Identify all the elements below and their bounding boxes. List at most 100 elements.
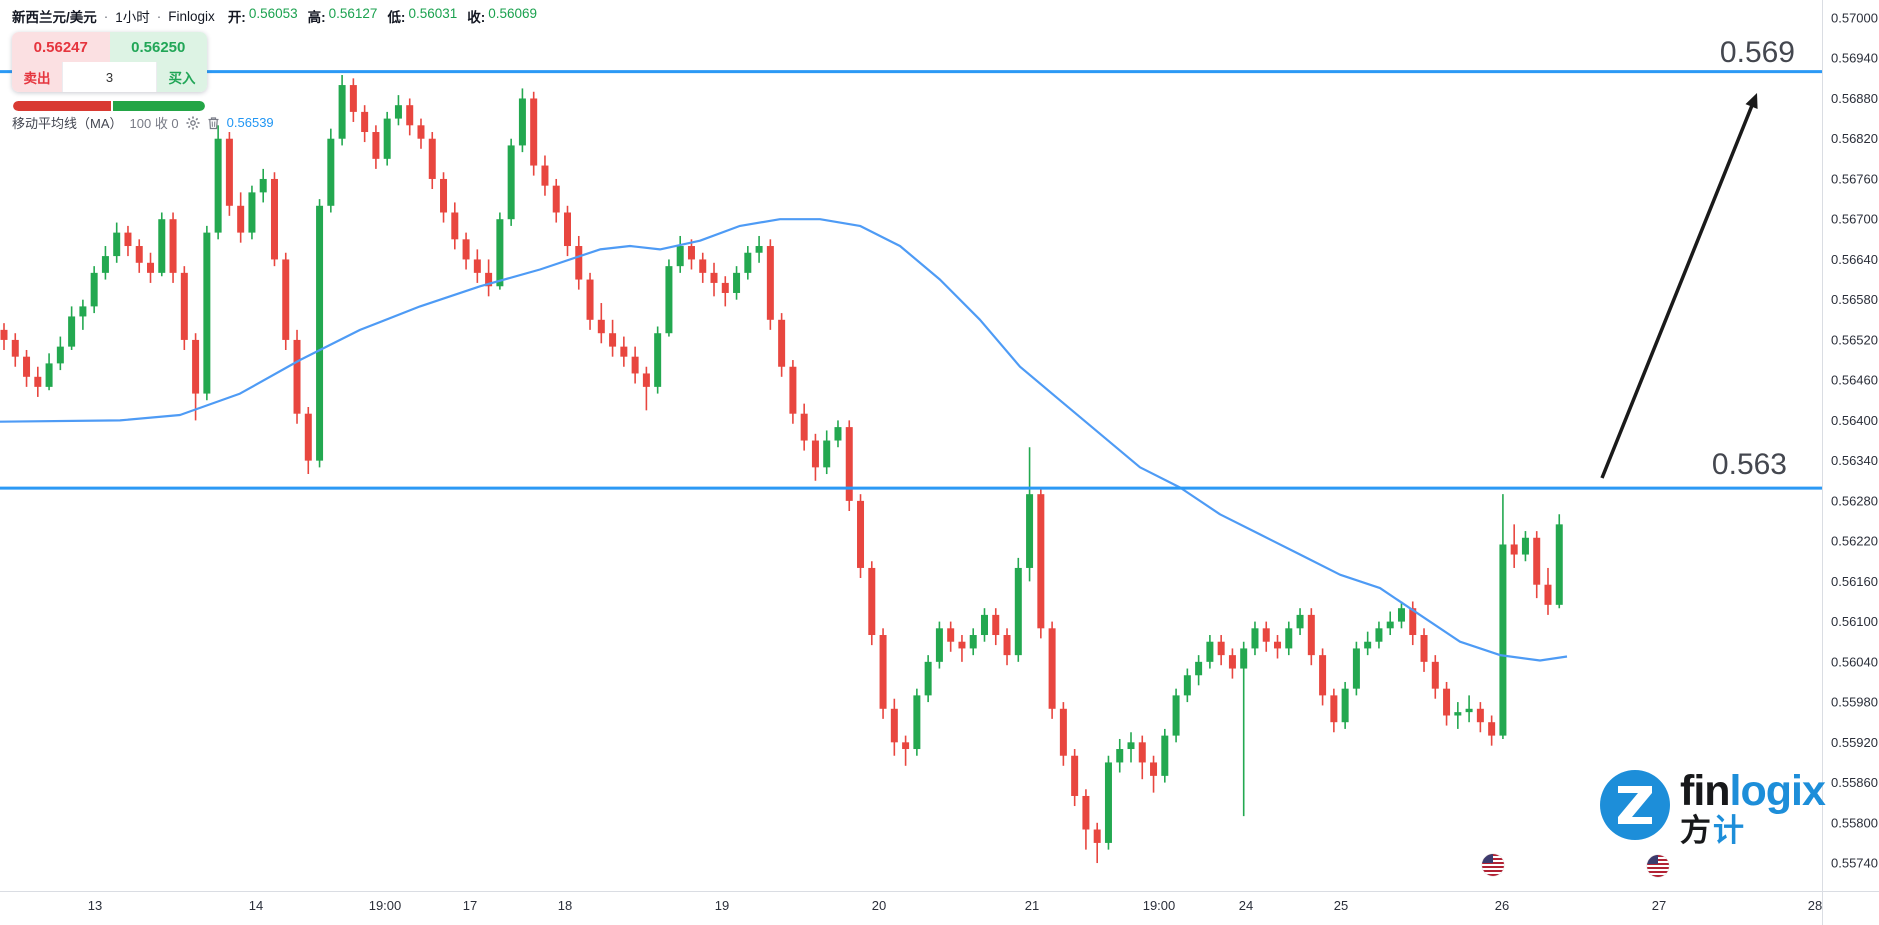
candle-body	[868, 567, 876, 636]
time-axis-label[interactable]: 19	[715, 898, 729, 913]
price-axis-label[interactable]: 0.57000	[1831, 11, 1878, 26]
candle-body	[969, 635, 977, 649]
time-axis-label[interactable]: 27	[1652, 898, 1666, 913]
candle-body	[857, 500, 865, 568]
price-axis-label[interactable]: 0.55920	[1831, 735, 1878, 750]
candle-body	[1251, 628, 1259, 649]
quantity-input[interactable]	[62, 62, 157, 92]
candle-body	[1274, 641, 1282, 649]
candle-body	[1082, 795, 1090, 830]
candle-body	[1341, 688, 1349, 723]
candle-body	[800, 413, 808, 441]
symbol-name[interactable]: 新西兰元/美元	[12, 10, 97, 25]
ma-indicator-legend[interactable]: 移动平均线（MA） 100 收 0 0.56539	[12, 113, 274, 132]
sell-button[interactable]: 卖出	[12, 62, 62, 92]
open-label: 开:	[227, 10, 246, 25]
candle-body	[1093, 829, 1101, 843]
price-axis-label[interactable]: 0.56280	[1831, 493, 1878, 508]
us-flag-icon	[1482, 854, 1504, 876]
price-axis-label[interactable]: 0.56760	[1831, 171, 1878, 186]
candle-body	[45, 363, 53, 387]
price-axis-label[interactable]: 0.55800	[1831, 815, 1878, 830]
price-axis-label[interactable]: 0.56880	[1831, 91, 1878, 106]
logo-text-fin: fin	[1680, 767, 1731, 815]
candle-body	[1431, 661, 1439, 689]
delete-trash-icon[interactable]	[207, 116, 220, 130]
price-axis-label[interactable]: 0.56100	[1831, 614, 1878, 629]
candle-body	[609, 333, 617, 347]
trend-arrow[interactable]	[1600, 99, 1756, 479]
price-axis-label[interactable]: 0.56940	[1831, 51, 1878, 66]
candle-body	[823, 440, 831, 468]
candle-body	[1262, 628, 1270, 642]
candle-body	[79, 306, 87, 317]
price-axis-label[interactable]: 0.56040	[1831, 654, 1878, 669]
candle-body	[902, 742, 910, 750]
sentiment-ratio-bar	[13, 101, 205, 111]
candle-body	[451, 212, 459, 240]
price-axis-label[interactable]: 0.56400	[1831, 413, 1878, 428]
candle-body	[68, 316, 76, 347]
price-axis-label[interactable]: 0.56700	[1831, 212, 1878, 227]
time-axis-label[interactable]: 26	[1495, 898, 1509, 913]
time-axis-label[interactable]: 19:00	[1143, 898, 1176, 913]
time-axis-label[interactable]: 20	[872, 898, 886, 913]
time-axis-label[interactable]: 18	[558, 898, 572, 913]
candle-body	[1172, 695, 1180, 736]
indicator-name[interactable]: 移动平均线（MA）	[12, 116, 123, 131]
separator-dot: ·	[156, 8, 162, 24]
provider-label: Finlogix	[168, 8, 215, 24]
price-axis-label[interactable]: 0.56820	[1831, 131, 1878, 146]
candle-body	[1544, 584, 1552, 605]
logo-text-fang: 方	[1680, 813, 1713, 848]
buy-price: 0.56250	[109, 32, 207, 62]
time-axis-label[interactable]: 21	[1025, 898, 1039, 913]
candle-body	[1071, 755, 1079, 796]
candle-body	[710, 272, 718, 283]
candle-body	[1161, 735, 1169, 776]
time-axis-label[interactable]: 19:00	[369, 898, 402, 913]
time-axis-label[interactable]: 17	[463, 898, 477, 913]
candle-body	[642, 373, 650, 387]
ma-value: 0.56539	[226, 115, 274, 130]
candle-body	[687, 246, 695, 260]
time-axis-label[interactable]: 13	[88, 898, 102, 913]
price-axis-label[interactable]: 0.56220	[1831, 534, 1878, 549]
settings-gear-icon[interactable]	[186, 116, 200, 130]
finlogix-logo: finlogix 方计	[1600, 767, 1826, 848]
price-axis-label[interactable]: 0.56340	[1831, 453, 1878, 468]
price-axis-label[interactable]: 0.55740	[1831, 856, 1878, 871]
sell-price: 0.56247	[12, 32, 110, 62]
candle-body	[394, 105, 402, 119]
sell-ratio-segment	[13, 101, 111, 111]
candle-body	[406, 105, 414, 126]
price-axis-label[interactable]: 0.56580	[1831, 292, 1878, 307]
time-axis-label[interactable]: 14	[249, 898, 263, 913]
time-axis-label[interactable]: 28	[1808, 898, 1822, 913]
candle-body	[124, 232, 132, 247]
candle-body	[1488, 722, 1496, 736]
price-axis-label[interactable]: 0.55860	[1831, 775, 1878, 790]
candle-body	[733, 272, 741, 293]
candle-body	[1228, 655, 1236, 669]
candle-body	[507, 145, 515, 220]
candle-body	[428, 138, 436, 179]
price-axis-label[interactable]: 0.56520	[1831, 332, 1878, 347]
buy-button[interactable]: 买入	[157, 62, 207, 92]
price-axis-label[interactable]: 0.55980	[1831, 695, 1878, 710]
time-axis-label[interactable]: 25	[1334, 898, 1348, 913]
candle-body	[676, 246, 684, 267]
chart-header: 新西兰元/美元 · 1小时 · Finlogix 开: 0.56053 高: 0.5…	[12, 6, 537, 26]
interval-label[interactable]: 1小时	[115, 10, 150, 25]
price-axis-label[interactable]: 0.56160	[1831, 574, 1878, 589]
candle-body	[541, 165, 549, 186]
price-axis-label[interactable]: 0.56460	[1831, 373, 1878, 388]
candle-body	[586, 279, 594, 320]
ma-100-line[interactable]	[0, 218, 1568, 662]
time-axis-label[interactable]: 24	[1239, 898, 1253, 913]
price-axis-label[interactable]: 0.56640	[1831, 252, 1878, 267]
candle-body	[958, 641, 966, 649]
close-value: 0.56069	[488, 6, 538, 21]
candle-body	[980, 614, 988, 636]
